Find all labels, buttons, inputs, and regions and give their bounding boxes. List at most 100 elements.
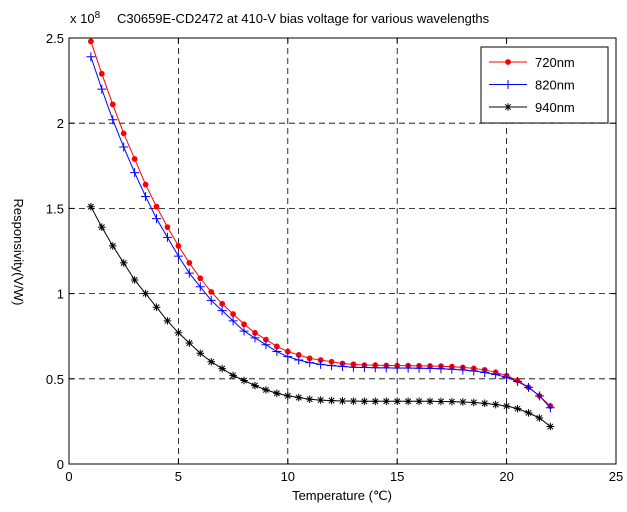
data-point xyxy=(360,397,369,406)
data-point xyxy=(175,242,182,249)
data-point xyxy=(119,259,128,267)
series-940nm xyxy=(87,202,555,431)
data-point xyxy=(240,376,248,385)
x-tick-label: 15 xyxy=(390,469,404,484)
y-tick-label: 0 xyxy=(57,457,64,472)
data-point xyxy=(208,288,215,295)
data-point xyxy=(469,366,479,376)
data-point xyxy=(284,392,292,400)
data-point xyxy=(98,70,105,77)
data-point xyxy=(316,396,325,404)
data-point xyxy=(404,397,412,406)
data-point xyxy=(250,333,260,343)
data-point xyxy=(480,367,490,377)
y-tick-label: 2.5 xyxy=(46,31,64,46)
data-point xyxy=(359,363,369,373)
data-point xyxy=(195,282,205,292)
data-point xyxy=(130,168,140,178)
data-point xyxy=(229,371,237,380)
data-point xyxy=(108,115,118,125)
data-point xyxy=(272,347,282,357)
data-point xyxy=(382,397,391,406)
chart-title: C30659E-CD2472 at 410-V bias voltage for… xyxy=(117,11,490,26)
data-point xyxy=(349,397,358,405)
y-multiplier-exponent: 8 xyxy=(95,10,101,21)
data-point xyxy=(119,142,129,152)
data-point xyxy=(436,364,446,374)
data-point xyxy=(273,389,281,398)
legend-label: 720nm xyxy=(535,55,575,70)
data-point xyxy=(174,328,183,337)
data-point xyxy=(437,397,445,406)
data-point xyxy=(130,276,139,284)
axes-box xyxy=(68,37,617,465)
data-point xyxy=(186,260,193,266)
data-point xyxy=(305,358,315,368)
data-point xyxy=(230,311,237,317)
data-point xyxy=(108,242,117,250)
data-point xyxy=(141,191,151,201)
data-point xyxy=(87,38,94,45)
legend: 720nm 820nm 940nm xyxy=(480,46,609,124)
x-tick-label: 5 xyxy=(175,469,182,484)
data-point xyxy=(87,202,95,211)
data-point xyxy=(338,397,347,405)
y-tick-label: 1 xyxy=(57,287,64,302)
data-point xyxy=(502,372,512,382)
data-point xyxy=(545,403,555,413)
data-point xyxy=(262,386,270,394)
data-point xyxy=(415,397,423,406)
data-point xyxy=(109,101,116,108)
y-axis-label: Responsivity(V/W) xyxy=(11,199,26,306)
data-point xyxy=(523,382,533,392)
data-point xyxy=(469,398,478,407)
x-tick-label: 20 xyxy=(499,469,513,484)
data-point xyxy=(163,317,172,325)
data-point xyxy=(197,275,204,282)
y-tick-label: 1.5 xyxy=(46,201,64,216)
tick-labels: 0 5 10 15 20 25 0 0.5 1 1.5 2 2.5 xyxy=(46,31,623,484)
data-point xyxy=(392,363,402,373)
axes xyxy=(68,37,617,465)
data-point xyxy=(184,268,194,278)
data-point xyxy=(241,321,247,328)
y-tick-label: 2 xyxy=(57,116,64,131)
data-point xyxy=(513,377,523,387)
series-group xyxy=(86,38,555,431)
data-point xyxy=(491,400,500,409)
data-point xyxy=(283,352,293,362)
data-point xyxy=(207,357,216,366)
data-point xyxy=(251,381,259,390)
data-point xyxy=(316,359,326,369)
data-point xyxy=(426,397,434,406)
data-point xyxy=(414,363,424,373)
data-point xyxy=(535,414,544,422)
x-tick-label: 10 xyxy=(281,469,295,484)
data-point xyxy=(425,363,435,373)
data-point xyxy=(513,404,522,413)
data-point xyxy=(97,84,107,94)
data-point xyxy=(196,349,205,358)
data-point xyxy=(459,398,467,406)
data-point xyxy=(142,181,149,188)
x-tick-label: 25 xyxy=(609,469,623,484)
data-point xyxy=(370,363,380,373)
series-820nm xyxy=(86,52,555,413)
data-point xyxy=(491,370,501,380)
data-point xyxy=(294,393,303,402)
data-point xyxy=(371,397,380,406)
data-point xyxy=(152,214,162,224)
data-point xyxy=(502,402,511,410)
data-point xyxy=(261,340,271,350)
data-point xyxy=(305,395,314,404)
data-point xyxy=(131,156,138,162)
data-point xyxy=(381,363,391,373)
data-point xyxy=(173,251,183,261)
y-multiplier-base: x 10 xyxy=(70,11,95,26)
data-point xyxy=(206,295,216,305)
data-point xyxy=(228,316,238,326)
data-point xyxy=(403,363,413,373)
data-point xyxy=(185,339,194,347)
data-point xyxy=(505,59,511,65)
data-point xyxy=(504,103,512,111)
